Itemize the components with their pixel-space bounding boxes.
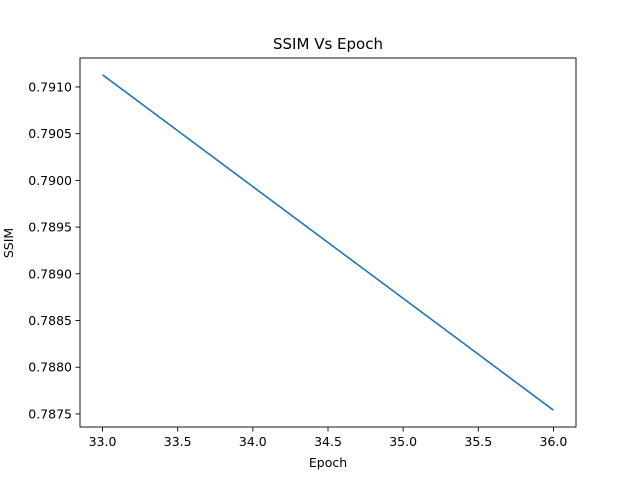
y-tick-label: 0.7890 xyxy=(28,266,72,281)
x-tick-label: 33.5 xyxy=(164,434,192,449)
y-tick-label: 0.7910 xyxy=(28,79,72,94)
y-tick-label: 0.7875 xyxy=(28,406,72,421)
x-tick-label: 34.5 xyxy=(314,434,342,449)
x-tick-label: 34.0 xyxy=(239,434,267,449)
plot-area: 33.0 33.5 34.0 34.5 35.0 35.5 36.0 0.7875 0.7880… xyxy=(28,57,577,449)
y-tick-label: 0.7885 xyxy=(28,313,72,328)
x-tick-label: 36.0 xyxy=(540,434,568,449)
x-axis-title: Epoch xyxy=(309,455,347,470)
chart-title: SSIM Vs Epoch xyxy=(273,35,383,53)
series-line-0 xyxy=(102,74,554,411)
x-tick-label: 33.0 xyxy=(89,434,117,449)
y-tick-label: 0.7900 xyxy=(28,173,72,188)
y-tick-label: 0.7880 xyxy=(28,360,72,375)
x-tick-label: 35.0 xyxy=(389,434,417,449)
x-tick-label: 35.5 xyxy=(464,434,492,449)
y-tick-label: 0.7895 xyxy=(28,220,72,235)
y-tick-label: 0.7905 xyxy=(28,126,72,141)
y-axis-title: SSIM xyxy=(1,228,16,258)
